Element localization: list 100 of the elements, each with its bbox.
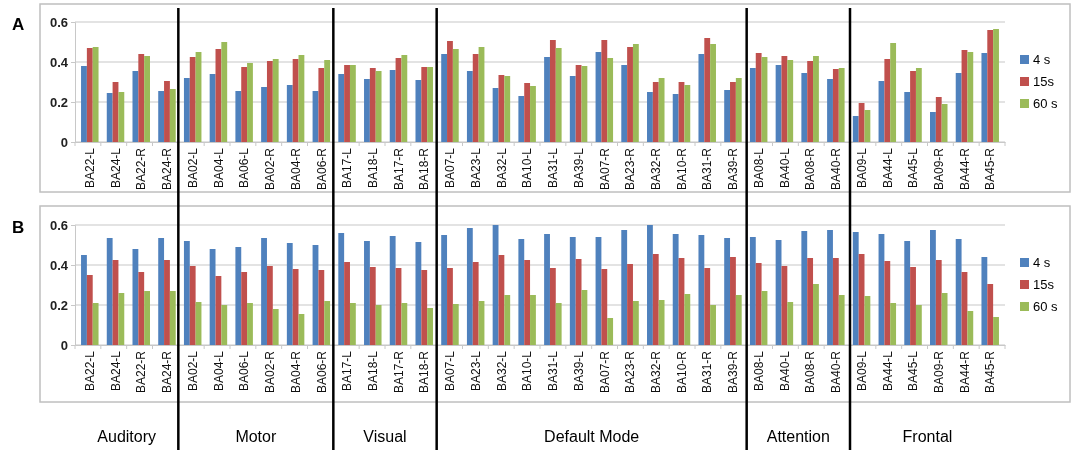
x-tick-label: BA17-L <box>340 147 355 189</box>
bar <box>86 48 93 142</box>
bar <box>209 249 216 345</box>
x-tick-label: BA06-L <box>237 350 252 392</box>
bar <box>498 255 505 345</box>
bar <box>884 59 891 142</box>
x-tick-label: BA22-L <box>82 147 97 189</box>
bar <box>735 295 742 345</box>
bar <box>427 67 433 142</box>
bar <box>221 42 228 142</box>
bar <box>92 47 99 142</box>
bar <box>144 291 150 345</box>
bar <box>838 68 845 142</box>
x-tick-label: BA31-R <box>700 350 715 394</box>
bar <box>389 70 396 142</box>
bar <box>415 80 422 142</box>
bar <box>189 266 196 345</box>
legend-label: 15s <box>1033 277 1055 292</box>
bar <box>993 29 999 142</box>
bar <box>401 303 408 345</box>
x-tick-label: BA17-L <box>340 350 355 392</box>
bar <box>827 230 833 345</box>
x-tick-label: BA23-R <box>623 147 638 191</box>
bar <box>627 264 633 345</box>
bar <box>910 71 916 142</box>
y-tick-label: 0.6 <box>49 14 68 30</box>
bar <box>235 91 242 142</box>
bar <box>338 233 345 345</box>
bar <box>607 58 614 142</box>
bar <box>286 243 293 345</box>
bar <box>684 85 691 142</box>
bar <box>807 61 814 142</box>
bar <box>569 76 576 142</box>
bar <box>632 44 639 142</box>
bar <box>144 56 150 142</box>
x-tick-label: BA31-R <box>700 147 715 191</box>
bar <box>518 96 525 142</box>
bar <box>106 238 113 345</box>
text: Default Mode <box>544 428 640 445</box>
bar <box>755 53 762 142</box>
bar <box>658 78 665 142</box>
bar <box>864 296 871 345</box>
bar <box>955 239 962 345</box>
bar <box>524 83 531 142</box>
bar <box>601 269 608 345</box>
x-tick-label: BA09-R <box>931 350 946 394</box>
x-tick-label: BA08-R <box>803 350 818 394</box>
bar <box>652 82 659 142</box>
bar <box>852 232 859 345</box>
bar <box>389 236 396 345</box>
bar <box>132 249 139 345</box>
bar <box>621 65 628 142</box>
x-tick-label: BA10-L <box>520 350 535 392</box>
x-tick-label: BA32-L <box>494 147 509 189</box>
bar <box>967 311 974 345</box>
bar <box>344 65 350 142</box>
bar <box>658 300 665 345</box>
x-tick-label: BA17-R <box>391 147 406 191</box>
bar <box>724 90 731 142</box>
bar <box>832 69 839 142</box>
bar <box>621 230 628 345</box>
y-tick-label: 0.4 <box>49 54 69 70</box>
bar <box>164 260 170 345</box>
bar <box>447 41 453 142</box>
bar <box>647 225 653 345</box>
bar <box>730 82 736 142</box>
bar <box>235 247 242 345</box>
bar <box>730 257 736 345</box>
x-tick-label: BA23-L <box>468 350 483 392</box>
bar <box>452 49 459 142</box>
x-tick-label: BA07-R <box>597 350 612 394</box>
bar <box>292 59 299 142</box>
x-tick-label: BA31-L <box>546 350 561 392</box>
bar <box>118 293 125 345</box>
bar <box>447 268 453 345</box>
x-tick-label: BA40-L <box>777 350 792 392</box>
x-tick-label: BA17-R <box>391 350 406 394</box>
bar <box>967 52 974 142</box>
y-tick-label: 0.2 <box>49 297 68 313</box>
text: Frontal <box>902 428 953 445</box>
x-tick-label: BA31-L <box>546 147 561 189</box>
bar <box>627 47 633 142</box>
x-tick-label: BA07-L <box>443 350 458 392</box>
x-tick-label: BA22-R <box>134 350 149 394</box>
x-tick-label: BA06-R <box>314 350 329 394</box>
text: Visual <box>363 428 407 445</box>
bar <box>241 67 248 142</box>
x-tick-label: BA44-L <box>880 147 895 189</box>
x-tick-label: BA24-L <box>108 147 123 189</box>
x-tick-label: BA39-L <box>571 147 586 189</box>
bar <box>349 65 356 142</box>
bar <box>787 60 794 142</box>
bar <box>813 284 819 345</box>
bar <box>652 254 659 345</box>
x-tick-label: BA45-R <box>983 350 998 394</box>
bar <box>930 230 936 345</box>
bar <box>749 237 756 345</box>
bar <box>915 305 922 345</box>
bar <box>472 262 479 345</box>
x-tick-label: BA40-L <box>777 147 792 189</box>
